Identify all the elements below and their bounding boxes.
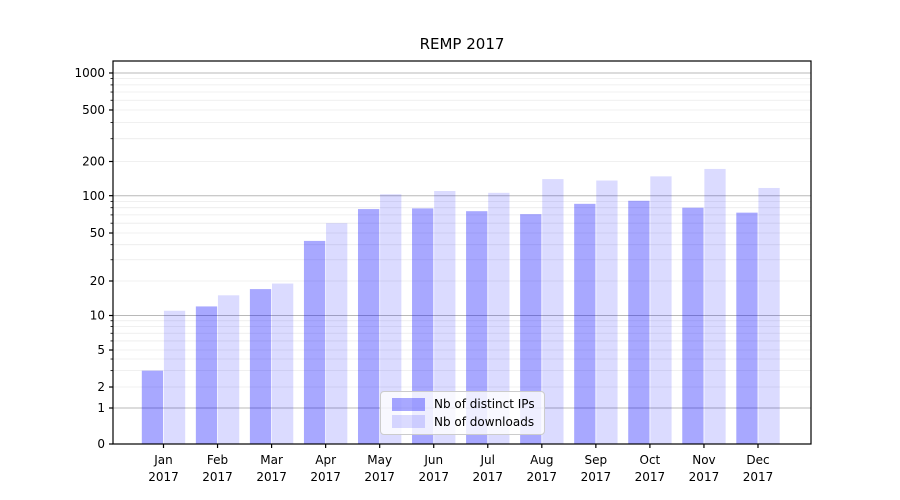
x-tick-label-year: 2017: [581, 470, 612, 484]
bar-nb-of-downloads-dec: [758, 187, 780, 444]
x-tick-label-year: 2017: [527, 470, 558, 484]
y-tick-label: 10: [90, 309, 105, 323]
x-tick-label-year: 2017: [202, 470, 233, 484]
bar-nb-of-distinct-ips-dec: [736, 212, 758, 444]
bar-nb-of-downloads-apr: [326, 223, 348, 444]
bar-nb-of-distinct-ips-oct: [628, 200, 650, 444]
legend: Nb of distinct IPs Nb of downloads: [380, 391, 545, 435]
bar-nb-of-distinct-ips-jul: [466, 211, 488, 444]
x-tick-label-year: 2017: [310, 470, 341, 484]
legend-item-distinct-ips: Nb of distinct IPs: [381, 397, 544, 411]
x-tick-label-month: Jan: [153, 453, 173, 467]
bar-nb-of-downloads-nov: [704, 168, 726, 445]
x-tick-label-month: May: [367, 453, 392, 467]
x-tick-label-month: Apr: [315, 453, 336, 467]
bar-nb-of-distinct-ips-jan: [141, 370, 164, 444]
y-tick-label: 2: [97, 380, 105, 394]
x-tick-label-year: 2017: [148, 470, 179, 484]
x-tick-label-month: Nov: [692, 453, 715, 467]
x-tick-label-year: 2017: [256, 470, 287, 484]
plot-border: [112, 60, 812, 445]
chart-title: REMP 2017: [419, 35, 505, 53]
x-tick-label-year: 2017: [418, 470, 449, 484]
legend-item-downloads: Nb of downloads: [381, 415, 544, 429]
bar-nb-of-distinct-ips-nov: [682, 207, 704, 444]
x-tick-label-month: Aug: [530, 453, 553, 467]
legend-label-distinct-ips: Nb of distinct IPs: [434, 397, 535, 412]
bar-nb-of-downloads-jan: [163, 310, 186, 444]
bar-nb-of-distinct-ips-jun: [412, 208, 434, 444]
y-tick-label: 20: [90, 274, 105, 288]
x-tick-label-month: Mar: [260, 453, 283, 467]
x-tick-label-year: 2017: [689, 470, 720, 484]
x-tick-label-month: Oct: [640, 453, 661, 467]
x-tick-label-month: Feb: [207, 453, 228, 467]
bar-nb-of-downloads-sep: [596, 180, 618, 444]
bar-nb-of-downloads-feb: [217, 295, 240, 444]
bar-nb-of-downloads-jul: [488, 192, 510, 444]
bar-nb-of-distinct-ips-apr: [303, 240, 326, 444]
x-tick-label-year: 2017: [635, 470, 666, 484]
bar-nb-of-downloads-mar: [271, 283, 294, 444]
y-tick-label: 1000: [74, 66, 105, 80]
bar-nb-of-distinct-ips-aug: [520, 214, 542, 444]
x-tick-label-month: Jul: [480, 453, 495, 467]
x-tick-label-year: 2017: [743, 470, 774, 484]
bar-nb-of-distinct-ips-may: [357, 209, 380, 444]
bar-nb-of-downloads-oct: [650, 176, 672, 444]
x-tick-label-month: Dec: [746, 453, 769, 467]
bar-nb-of-downloads-aug: [542, 179, 564, 445]
y-tick-label: 0: [97, 437, 105, 451]
x-tick-label-month: Sep: [585, 453, 608, 467]
y-tick-label: 500: [82, 103, 105, 117]
y-tick-label: 100: [82, 189, 105, 203]
bar-nb-of-downloads-jun: [434, 190, 456, 444]
legend-swatch-downloads: [392, 415, 425, 429]
legend-label-downloads: Nb of downloads: [434, 414, 535, 429]
y-tick-label: 1: [97, 401, 105, 415]
x-tick-label-year: 2017: [472, 470, 503, 484]
bar-nb-of-distinct-ips-mar: [249, 289, 272, 444]
bar-nb-of-distinct-ips-sep: [574, 203, 596, 444]
x-tick-label-year: 2017: [364, 470, 395, 484]
x-tick-label-month: Jun: [423, 453, 443, 467]
y-tick-label: 200: [82, 155, 105, 169]
bar-nb-of-distinct-ips-feb: [195, 306, 218, 444]
y-tick-label: 50: [90, 226, 105, 240]
y-tick-label: 5: [97, 343, 105, 357]
bar-nb-of-downloads-may: [380, 194, 402, 444]
legend-swatch-distinct-ips: [392, 397, 425, 411]
